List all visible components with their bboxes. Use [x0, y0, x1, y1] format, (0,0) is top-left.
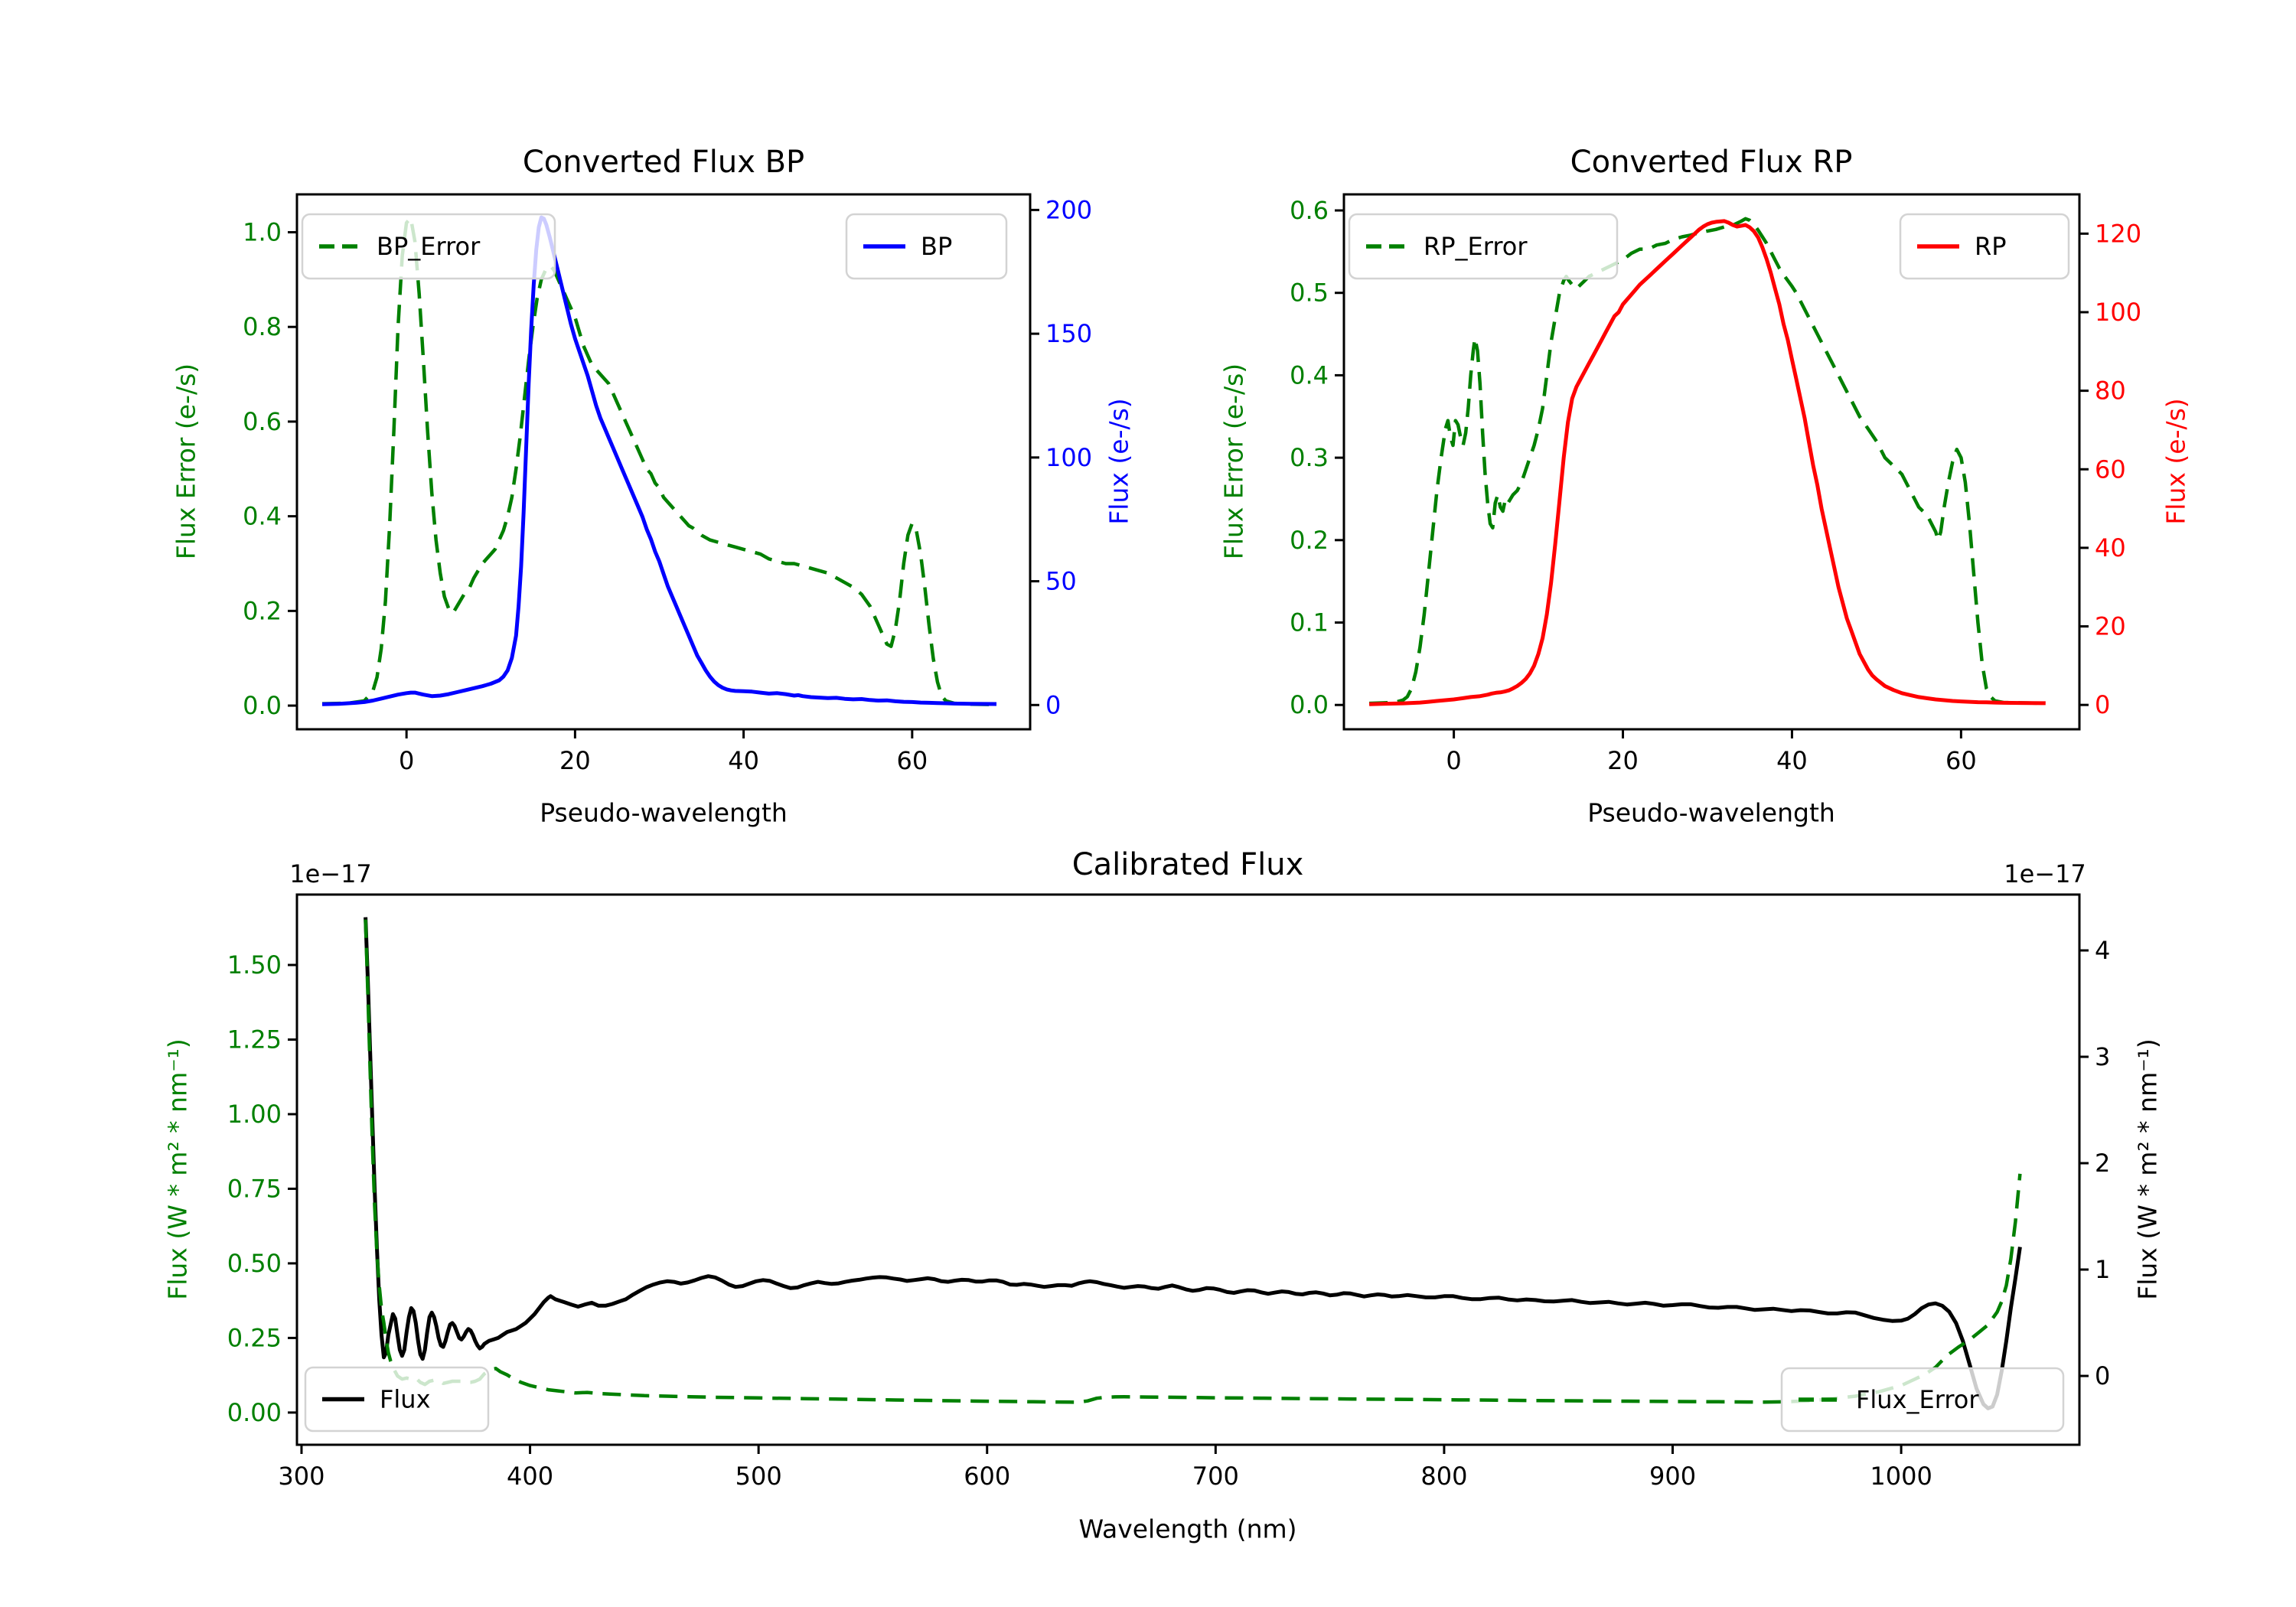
wavelength-xlabel: Wavelength (nm)	[1078, 1514, 1297, 1544]
legend-box	[1899, 213, 2070, 280]
bp-xlabel: Pseudo-wavelength	[540, 797, 788, 828]
right-tick-label: 150	[1045, 319, 1092, 348]
right-tick-label: 200	[1045, 195, 1092, 224]
rp-flux-ylabel: Flux (e-/s)	[2161, 398, 2191, 525]
flux-right-ylabel: Flux (W * m² * nm⁻¹)	[2132, 1038, 2163, 1300]
left-tick-label: 0.0	[1290, 690, 1329, 719]
x-tick-label: 900	[1649, 1462, 1696, 1491]
x-tick-label: 40	[728, 746, 759, 775]
right-tick-label: 2	[2095, 1149, 2110, 1178]
legend-bp: BP	[845, 213, 1008, 280]
x-tick-label: 800	[1420, 1462, 1467, 1491]
legend-bp-error: BP_Error	[301, 213, 556, 280]
flux-curve	[364, 917, 2022, 1410]
right-offset-text: 1e−17	[2004, 859, 2086, 888]
bp-curve	[321, 215, 997, 706]
x-tick-label: 0	[1446, 746, 1461, 775]
x-tick-label: 20	[559, 746, 591, 775]
legend-label: BP	[921, 232, 952, 261]
chart-converted-flux-bp: 0 20 40 60 0.0 0.2 0.4 0.6 0.8 1.0 0 50 100 150 200 BP_…	[243, 193, 1092, 775]
legend-label: BP_Error	[377, 232, 481, 261]
x-tick-label: 1000	[1870, 1462, 1932, 1491]
x-tick-label: 0	[399, 746, 414, 775]
left-tick-label: 0.25	[227, 1323, 282, 1352]
right-tick-label: 50	[1045, 567, 1077, 596]
x-tick-label: 600	[964, 1462, 1010, 1491]
left-tick-label: 0.6	[1290, 196, 1329, 225]
legend-box	[304, 1366, 490, 1433]
rp-xlabel: Pseudo-wavelength	[1587, 797, 1835, 828]
legend-rp-error: RP_Error	[1348, 213, 1619, 280]
chart-calibrated-flux: 300 400 500 600 700 800 900 1000 0.00 0.25 0.50 0.7…	[227, 893, 2110, 1491]
rp-error-ylabel: Flux Error (e-/s)	[1218, 363, 1249, 560]
left-tick-label: 1.0	[243, 217, 282, 246]
rp-error-curve	[1369, 217, 2046, 706]
left-tick-label: 1.50	[227, 950, 282, 980]
legend-box	[1348, 213, 1619, 280]
x-tick-label: 60	[1945, 746, 1977, 775]
x-tick-label: 40	[1776, 746, 1808, 775]
bp-flux-ylabel: Flux (e-/s)	[1104, 398, 1134, 525]
legend-label: RP_Error	[1424, 232, 1528, 261]
bp-error-curve	[321, 216, 997, 707]
left-tick-label: 0.0	[243, 691, 282, 720]
left-tick-label: 1.25	[227, 1025, 282, 1054]
left-tick-label: 0.3	[1290, 443, 1329, 472]
axes-frame	[1342, 193, 2081, 731]
chart-converted-flux-rp: 0 20 40 60 0.0 0.1 0.2 0.3 0.4 0.5 0.6 0 20 40 60 80 100…	[1290, 193, 2141, 775]
x-tick-label: 20	[1607, 746, 1639, 775]
x-tick-label: 500	[735, 1462, 782, 1491]
right-tick-label: 0	[1045, 690, 1061, 719]
bp-title: Converted Flux BP	[522, 145, 805, 180]
left-tick-label: 1.00	[227, 1100, 282, 1129]
legend-label: RP	[1975, 232, 2007, 261]
right-tick-label: 20	[2095, 612, 2126, 641]
legend-label: Flux_Error	[1856, 1385, 1979, 1414]
rp-curve	[1369, 219, 2046, 706]
right-tick-label: 80	[2095, 376, 2126, 406]
left-tick-label: 0.6	[243, 407, 282, 436]
right-tick-label: 60	[2095, 455, 2126, 484]
legend-flux-error: Flux_Error	[1780, 1367, 2065, 1433]
right-tick-label: 4	[2095, 936, 2110, 965]
flux-error-curve	[364, 919, 2022, 1404]
legend-flux: Flux	[304, 1366, 490, 1433]
right-tick-label: 0	[2095, 690, 2110, 719]
right-tick-label: 120	[2095, 219, 2141, 248]
legend-box	[1780, 1367, 2065, 1433]
left-tick-label: 0.75	[227, 1174, 282, 1203]
right-tick-label: 0	[2095, 1361, 2110, 1390]
left-tick-label: 0.5	[1290, 279, 1329, 308]
left-tick-label: 0.2	[1290, 526, 1329, 555]
right-tick-label: 100	[1045, 443, 1092, 472]
right-tick-label: 1	[2095, 1255, 2110, 1284]
left-tick-label: 0.4	[1290, 360, 1329, 390]
left-tick-label: 0.50	[227, 1249, 282, 1278]
left-offset-text: 1e−17	[289, 859, 372, 888]
left-tick-label: 0.00	[227, 1398, 282, 1427]
rp-title: Converted Flux RP	[1570, 145, 1853, 180]
left-tick-label: 0.4	[243, 502, 282, 531]
axes-frame	[295, 893, 2081, 1446]
left-tick-label: 0.1	[1290, 608, 1329, 637]
x-tick-label: 60	[896, 746, 928, 775]
bp-error-ylabel: Flux Error (e-/s)	[171, 363, 201, 560]
left-tick-label: 0.2	[243, 596, 282, 625]
axes-frame	[295, 193, 1032, 731]
flux-left-ylabel: Flux (W * m² * nm⁻¹)	[162, 1038, 193, 1300]
right-tick-label: 3	[2095, 1042, 2110, 1071]
legend-box	[845, 213, 1008, 280]
x-tick-label: 300	[278, 1462, 325, 1491]
legend-box	[301, 213, 556, 280]
x-tick-label: 700	[1192, 1462, 1239, 1491]
x-tick-label: 400	[507, 1462, 553, 1491]
left-tick-label: 0.8	[243, 312, 282, 341]
right-tick-label: 40	[2095, 533, 2126, 562]
calibrated-title: Calibrated Flux	[1071, 847, 1304, 882]
right-tick-label: 100	[2095, 298, 2141, 327]
legend-label: Flux	[380, 1385, 431, 1414]
legend-rp: RP	[1899, 213, 2070, 280]
